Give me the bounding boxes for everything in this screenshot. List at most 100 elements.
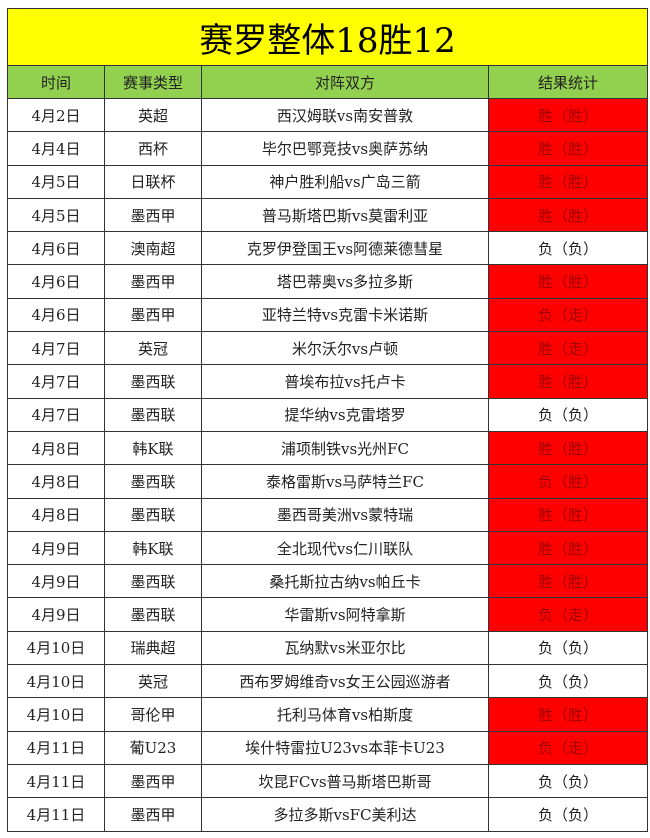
table-row: 4月8日 墨西联 墨西哥美洲vs蒙特瑞 胜（胜） <box>7 497 649 532</box>
result-cell: 胜（胜） <box>487 430 649 466</box>
date-cell: 4月8日 <box>7 464 105 499</box>
league-cell: 墨西联 <box>104 597 202 632</box>
match-cell: 桑托斯拉古纳vs帕丘卡 <box>201 564 489 599</box>
match-cell: 墨西哥美洲vs蒙特瑞 <box>201 497 489 532</box>
league-cell: 葡U23 <box>104 730 202 765</box>
result-cell: 胜（走） <box>487 331 649 366</box>
league-cell: 英冠 <box>104 331 202 366</box>
date-cell: 4月10日 <box>7 630 105 666</box>
table-row: 4月5日 墨西甲 普马斯塔巴斯vs莫雷利亚 胜（胜） <box>7 197 649 233</box>
table-row: 4月11日 葡U23 埃什特雷拉U23vs本菲卡U23 负（走） <box>7 730 649 765</box>
table-row: 4月6日 墨西甲 塔巴蒂奥vs多拉多斯 胜（胜） <box>7 264 649 299</box>
result-cell: 胜（胜） <box>487 697 649 732</box>
table-row: 4月10日 瑞典超 瓦纳默vs米亚尔比 负（负） <box>7 630 649 666</box>
date-cell: 4月11日 <box>7 797 105 832</box>
result-cell: 负（负） <box>487 231 649 266</box>
date-cell: 4月7日 <box>7 364 105 399</box>
date-cell: 4月11日 <box>7 730 105 765</box>
table-row: 4月5日 日联杯 神户胜利船vs广岛三箭 胜（胜） <box>7 164 649 199</box>
result-cell: 负（走） <box>487 730 649 765</box>
league-cell: 墨西联 <box>104 464 202 499</box>
match-cell: 瓦纳默vs米亚尔比 <box>201 630 489 666</box>
table-row: 4月6日 墨西甲 亚特兰特vs克雷卡米诺斯 负（走） <box>7 297 649 333</box>
result-cell: 胜（胜） <box>487 97 649 133</box>
match-cell: 克罗伊登国王vs阿德莱德彗星 <box>201 231 489 266</box>
league-cell: 西杯 <box>104 131 202 166</box>
result-cell: 负（负） <box>487 664 649 699</box>
date-cell: 4月7日 <box>7 331 105 366</box>
league-cell: 墨西联 <box>104 497 202 532</box>
league-cell: 澳南超 <box>104 231 202 266</box>
result-cell: 胜（胜） <box>487 131 649 166</box>
match-cell: 塔巴蒂奥vs多拉多斯 <box>201 264 489 299</box>
match-cell: 亚特兰特vs克雷卡米诺斯 <box>201 297 489 333</box>
league-cell: 哥伦甲 <box>104 697 202 732</box>
table-title: 赛罗整体18胜12 <box>6 8 649 66</box>
result-cell: 负（负） <box>487 763 649 799</box>
table-row: 4月4日 西杯 毕尔巴鄂竞技vs奥萨苏纳 胜（胜） <box>7 131 649 166</box>
league-cell: 墨西联 <box>104 564 202 599</box>
date-cell: 4月8日 <box>7 497 105 532</box>
date-cell: 4月5日 <box>7 164 105 199</box>
table-row: 4月9日 韩K联 全北现代vs仁川联队 胜（胜） <box>7 530 649 566</box>
column-header-time: 时间 <box>7 65 105 99</box>
table-row: 4月10日 英冠 西布罗姆维奇vs女王公园巡游者 负（负） <box>7 664 649 699</box>
league-cell: 墨西甲 <box>104 763 202 799</box>
table-row: 4月6日 澳南超 克罗伊登国王vs阿德莱德彗星 负（负） <box>7 231 649 266</box>
results-table: 赛罗整体18胜12 时间 赛事类型 对阵双方 结果统计 4月2日 英超 西汉姆联vs… <box>6 8 649 832</box>
date-cell: 4月7日 <box>7 397 105 432</box>
match-cell: 提华纳vs克雷塔罗 <box>201 397 489 432</box>
match-cell: 神户胜利船vs广岛三箭 <box>201 164 489 199</box>
date-cell: 4月5日 <box>7 197 105 233</box>
column-header-result: 结果统计 <box>487 65 649 99</box>
result-cell: 胜（胜） <box>487 164 649 199</box>
league-cell: 墨西甲 <box>104 297 202 333</box>
match-cell: 浦项制铁vs光州FC <box>201 430 489 466</box>
table-row: 4月8日 墨西联 泰格雷斯vs马萨特兰FC 负（胜） <box>7 464 649 499</box>
result-cell: 胜（胜） <box>487 530 649 566</box>
league-cell: 瑞典超 <box>104 630 202 666</box>
date-cell: 4月9日 <box>7 597 105 632</box>
table-row: 4月9日 墨西联 桑托斯拉古纳vs帕丘卡 胜（胜） <box>7 564 649 599</box>
match-cell: 全北现代vs仁川联队 <box>201 530 489 566</box>
league-cell: 墨西甲 <box>104 797 202 832</box>
date-cell: 4月11日 <box>7 763 105 799</box>
result-cell: 胜（胜） <box>487 497 649 532</box>
league-cell: 墨西甲 <box>104 264 202 299</box>
date-cell: 4月8日 <box>7 430 105 466</box>
league-cell: 韩K联 <box>104 430 202 466</box>
result-cell: 负（胜） <box>487 464 649 499</box>
table-row: 4月7日 墨西联 提华纳vs克雷塔罗 负（负） <box>7 397 649 432</box>
table-row: 4月7日 英冠 米尔沃尔vs卢顿 胜（走） <box>7 331 649 366</box>
league-cell: 墨西甲 <box>104 197 202 233</box>
table-row: 4月11日 墨西甲 坎昆FCvs普马斯塔巴斯哥 负（负） <box>7 763 649 799</box>
table-row: 4月11日 墨西甲 多拉多斯vsFC美利达 负（负） <box>7 797 649 832</box>
column-header-league: 赛事类型 <box>104 65 202 99</box>
league-cell: 墨西联 <box>104 397 202 432</box>
result-cell: 胜（胜） <box>487 197 649 233</box>
league-cell: 韩K联 <box>104 530 202 566</box>
match-cell: 米尔沃尔vs卢顿 <box>201 331 489 366</box>
result-cell: 胜（胜） <box>487 364 649 399</box>
match-cell: 西布罗姆维奇vs女王公园巡游者 <box>201 664 489 699</box>
match-cell: 华雷斯vs阿特拿斯 <box>201 597 489 632</box>
result-cell: 负（走） <box>487 297 649 333</box>
match-cell: 托利马体育vs柏斯度 <box>201 697 489 732</box>
result-cell: 负（负） <box>487 797 649 832</box>
match-cell: 普马斯塔巴斯vs莫雷利亚 <box>201 197 489 233</box>
table-row: 4月8日 韩K联 浦项制铁vs光州FC 胜（胜） <box>7 430 649 466</box>
date-cell: 4月6日 <box>7 264 105 299</box>
result-cell: 负（走） <box>487 597 649 632</box>
match-cell: 多拉多斯vsFC美利达 <box>201 797 489 832</box>
result-cell: 胜（胜） <box>487 564 649 599</box>
date-cell: 4月10日 <box>7 664 105 699</box>
league-cell: 墨西联 <box>104 364 202 399</box>
league-cell: 英冠 <box>104 664 202 699</box>
table-row: 4月7日 墨西联 普埃布拉vs托卢卡 胜（胜） <box>7 364 649 399</box>
date-cell: 4月10日 <box>7 697 105 732</box>
column-header-match: 对阵双方 <box>201 65 489 99</box>
result-cell: 负（负） <box>487 630 649 666</box>
result-cell: 负（负） <box>487 397 649 432</box>
league-cell: 英超 <box>104 97 202 133</box>
date-cell: 4月9日 <box>7 530 105 566</box>
